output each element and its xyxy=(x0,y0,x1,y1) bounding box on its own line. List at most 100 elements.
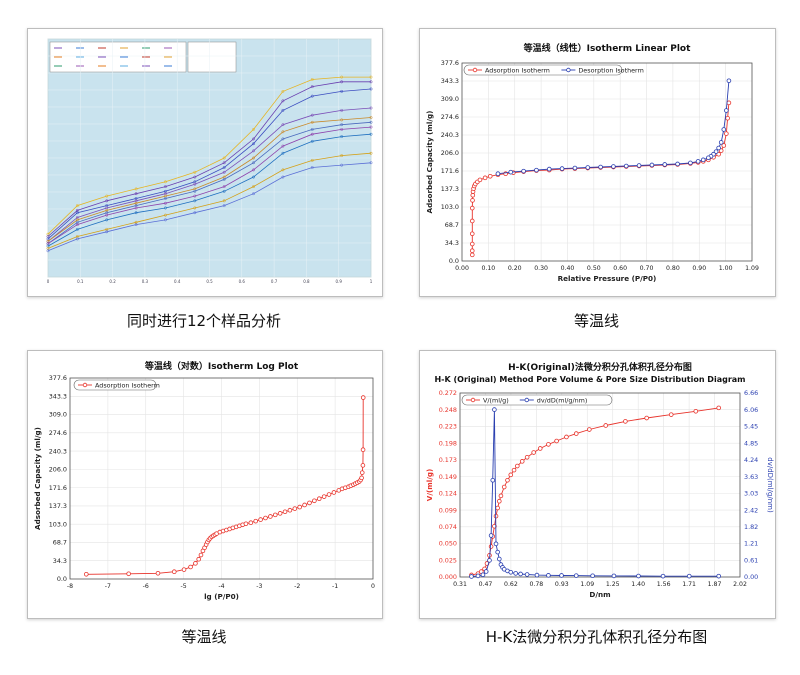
hk-y2tick-label: 6.66 xyxy=(744,389,758,397)
panel-isotherm-log: 等温线（对数）Isotherm Log Plot -8 -7 -6 -5 -4 -3 -2 -1… xyxy=(27,350,383,619)
thumb-data-point xyxy=(105,199,109,203)
thumb-data-point xyxy=(281,144,285,148)
thumb-data-point xyxy=(369,161,373,165)
log-ytick-label: 137.3 xyxy=(49,502,67,510)
hk-series-line xyxy=(471,407,719,576)
hk-data-point xyxy=(603,423,609,428)
hk-xtick-label: 0.31 xyxy=(453,581,467,588)
thumb-data-point xyxy=(369,106,373,110)
hk-ytick-label: 0.124 xyxy=(439,490,457,498)
log-ytick-label: 377.6 xyxy=(49,374,67,382)
hk-data-point xyxy=(716,405,722,411)
log-data-point xyxy=(193,561,198,566)
thumb-legend-box xyxy=(49,41,187,73)
log-title: 等温线（对数）Isotherm Log Plot xyxy=(144,360,299,372)
thumb-series-line xyxy=(47,88,372,240)
linear-data-point xyxy=(662,162,668,167)
thumb-xtick-label: 0.8 xyxy=(303,279,310,284)
hk-ylabel: V/(ml/g) xyxy=(425,469,434,501)
hk-y2tick-label: 3.03 xyxy=(744,490,758,498)
thumb-data-point xyxy=(340,80,344,84)
linear-data-point xyxy=(695,159,701,164)
hk-legend-marker xyxy=(524,397,529,403)
hk-xlabel: D/nm xyxy=(589,590,610,599)
thumb-data-point xyxy=(252,149,255,153)
thumb-data-point xyxy=(281,168,285,172)
linear-ytick-label: 309.0 xyxy=(441,95,459,103)
thumb-data-point xyxy=(222,199,226,203)
thumb-series-line xyxy=(47,117,372,242)
hk-data-point xyxy=(716,573,722,579)
hk-series-line xyxy=(471,409,719,577)
hk-data-point xyxy=(644,415,649,421)
thumb-xtick-label: 0.6 xyxy=(239,279,246,284)
thumb-data-point xyxy=(281,123,285,127)
hk-data-point xyxy=(636,573,641,579)
log-data-point xyxy=(360,447,366,453)
linear-data-point xyxy=(688,160,693,166)
log-legend-box xyxy=(73,379,157,391)
linear-data-point xyxy=(470,198,475,203)
panel-multi-sample: 0 0.1 0.2 0.3 0.4 0.5 0.6 0.7 0.8 0.9 1 xyxy=(27,28,383,297)
log-data-point xyxy=(277,511,283,516)
log-xtick-label: -1 xyxy=(332,583,338,590)
thumb-data-point xyxy=(310,132,314,136)
hk-data-point xyxy=(492,407,497,412)
linear-legend-entry: Adsorption Isotherm xyxy=(485,66,550,74)
log-data-point xyxy=(196,556,201,562)
log-ylabel: Adsorbed Capacity (ml/g) xyxy=(33,427,42,530)
hk-data-point xyxy=(611,573,617,579)
hk-data-point xyxy=(513,571,518,576)
hk-y2tick-label: 2.42 xyxy=(744,506,758,514)
thumb-data-point xyxy=(281,175,285,179)
thumb-xtick-label: 1 xyxy=(370,279,373,284)
linear-data-point xyxy=(726,78,732,84)
log-data-point xyxy=(321,494,327,499)
log-data-point xyxy=(359,470,365,475)
thumb-data-point xyxy=(281,130,285,134)
hk-data-point xyxy=(488,533,494,538)
hk-data-point xyxy=(546,442,551,447)
log-data-point xyxy=(287,507,293,513)
hk-data-point xyxy=(686,573,692,579)
thumb-data-point xyxy=(134,206,138,210)
thumb-data-point xyxy=(252,192,255,196)
hk-xtick-label: 1.87 xyxy=(708,581,722,588)
log-ytick-label: 34.3 xyxy=(53,557,67,565)
hk-data-point xyxy=(495,549,500,555)
log-xtick-label: -5 xyxy=(181,583,187,590)
thumb-data-point xyxy=(252,127,255,131)
linear-ytick-label: 103.0 xyxy=(441,203,459,211)
hk-data-point xyxy=(475,573,481,579)
thumb-data-point xyxy=(281,89,285,93)
hk-title: H-K(Original)法微分积分孔体积孔径分布图 xyxy=(508,361,692,373)
linear-legend-entry: Desorption Isotherm xyxy=(578,66,643,74)
hk-legend-marker xyxy=(470,397,476,403)
hk-ytick-label: 0.272 xyxy=(439,389,457,397)
thumb-data-point xyxy=(369,120,373,124)
multi-sample-chart: 0 0.1 0.2 0.3 0.4 0.5 0.6 0.7 0.8 0.9 1 xyxy=(46,38,373,284)
log-xtick-label: -3 xyxy=(256,583,262,590)
linear-data-point xyxy=(706,155,711,161)
log-data-point xyxy=(307,500,312,506)
thumb-series-line xyxy=(47,76,371,235)
thumb-data-point xyxy=(340,163,344,167)
log-series-line xyxy=(86,397,364,575)
linear-ytick-label: 137.3 xyxy=(441,185,459,193)
hk-data-point xyxy=(501,484,507,490)
thumb-series-line xyxy=(47,121,372,245)
log-ytick-label: 274.6 xyxy=(49,429,67,437)
log-data-point xyxy=(155,570,161,576)
hk-y2tick-label: 1.21 xyxy=(744,540,758,548)
log-data-point xyxy=(316,496,322,502)
hk-data-point xyxy=(487,558,492,563)
log-data-point xyxy=(83,572,89,577)
hk-xtick-label: 0.62 xyxy=(504,581,518,588)
hk-data-point xyxy=(483,569,489,574)
thumb-xtick-label: 0.2 xyxy=(109,279,116,284)
thumb-data-point xyxy=(252,156,255,160)
caption-isotherm-log: 等温线 xyxy=(181,628,227,646)
linear-ytick-label: 240.3 xyxy=(441,131,459,139)
thumb-data-point xyxy=(134,223,138,227)
thumb-data-point xyxy=(105,230,109,234)
